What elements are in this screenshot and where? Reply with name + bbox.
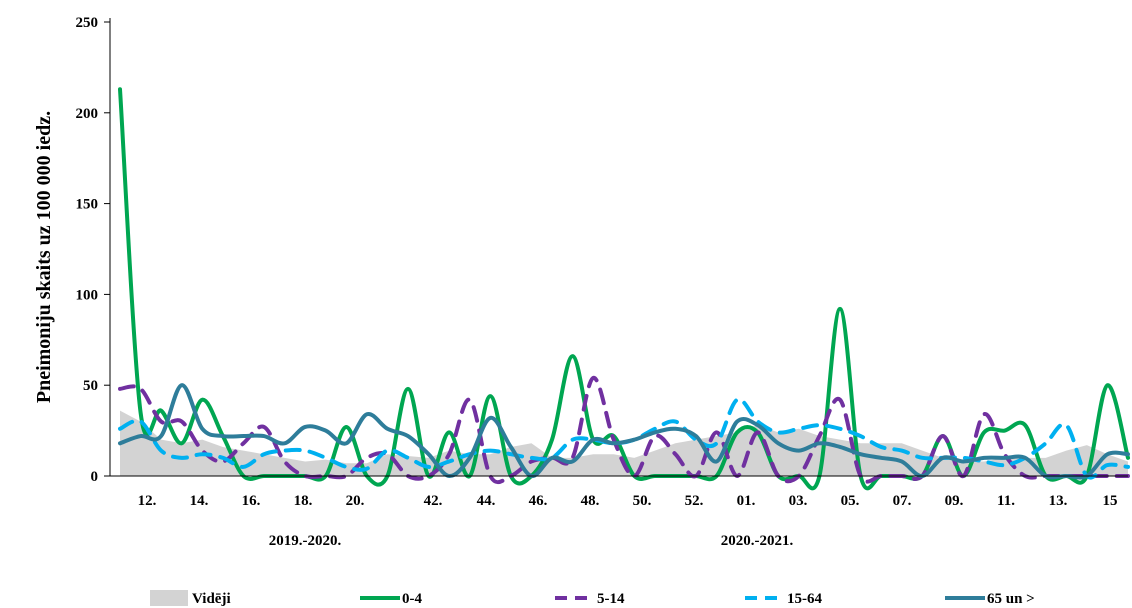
x-tick-label: 42. — [424, 493, 443, 509]
season-label-2020-2021: 2020.-2021. — [721, 533, 794, 549]
legend-label: Vidēji — [192, 591, 231, 607]
x-tick-label: 09. — [945, 493, 964, 509]
legend-label: 15-64 — [787, 591, 822, 607]
x-axis: 12. 14. 16. 18. 20. 42. 44. 46. 48. 50. 52. 01. 03. 0… — [110, 475, 1128, 509]
legend: Vidēji 0-4 5-14 15-64 65 un > — [150, 590, 1035, 607]
y-axis-label: Pneimoniju skaits uz 100 000 iedz. — [33, 111, 55, 403]
x-tick-label: 50. — [633, 493, 652, 509]
x-tick-label: 07. — [893, 493, 912, 509]
x-tick-label: 20. — [346, 493, 365, 509]
x-tick-label: 01. — [737, 493, 756, 509]
y-tick-label: 100 — [76, 287, 99, 303]
x-tick-label: 44. — [477, 493, 496, 509]
y-axis: 0 50 100 150 200 250 — [76, 15, 111, 485]
x-tick-label: 48. — [581, 493, 600, 509]
y-tick-label: 150 — [76, 197, 99, 213]
y-tick-label: 200 — [76, 106, 99, 122]
legend-label: 5-14 — [597, 591, 625, 607]
x-tick-label: 46. — [529, 493, 548, 509]
x-tick-label: 14. — [190, 493, 209, 509]
x-tick-label: 13. — [1049, 493, 1068, 509]
plot-area — [118, 87, 1130, 491]
y-tick-label: 250 — [76, 15, 99, 31]
legend-label: 65 un > — [987, 591, 1035, 607]
legend-label: 0-4 — [402, 591, 422, 607]
legend-swatch-videji — [150, 590, 188, 606]
x-tick-label: 03. — [789, 493, 808, 509]
x-tick-label: 12. — [138, 493, 157, 509]
y-tick-label: 0 — [91, 469, 99, 485]
series-area-videji — [120, 410, 1128, 476]
x-tick-label: 16. — [242, 493, 261, 509]
x-tick-label: 52. — [685, 493, 704, 509]
series-line-2 — [118, 375, 1130, 485]
x-tick-label: 18. — [294, 493, 313, 509]
x-tick-label: 11. — [997, 493, 1015, 509]
y-tick-label: 50 — [83, 378, 98, 394]
season-label-2019-2020: 2019.-2020. — [269, 533, 342, 549]
x-tick-label: 05. — [841, 493, 860, 509]
series-line-4 — [118, 383, 1130, 480]
x-tick-label: 15 — [1103, 493, 1118, 509]
